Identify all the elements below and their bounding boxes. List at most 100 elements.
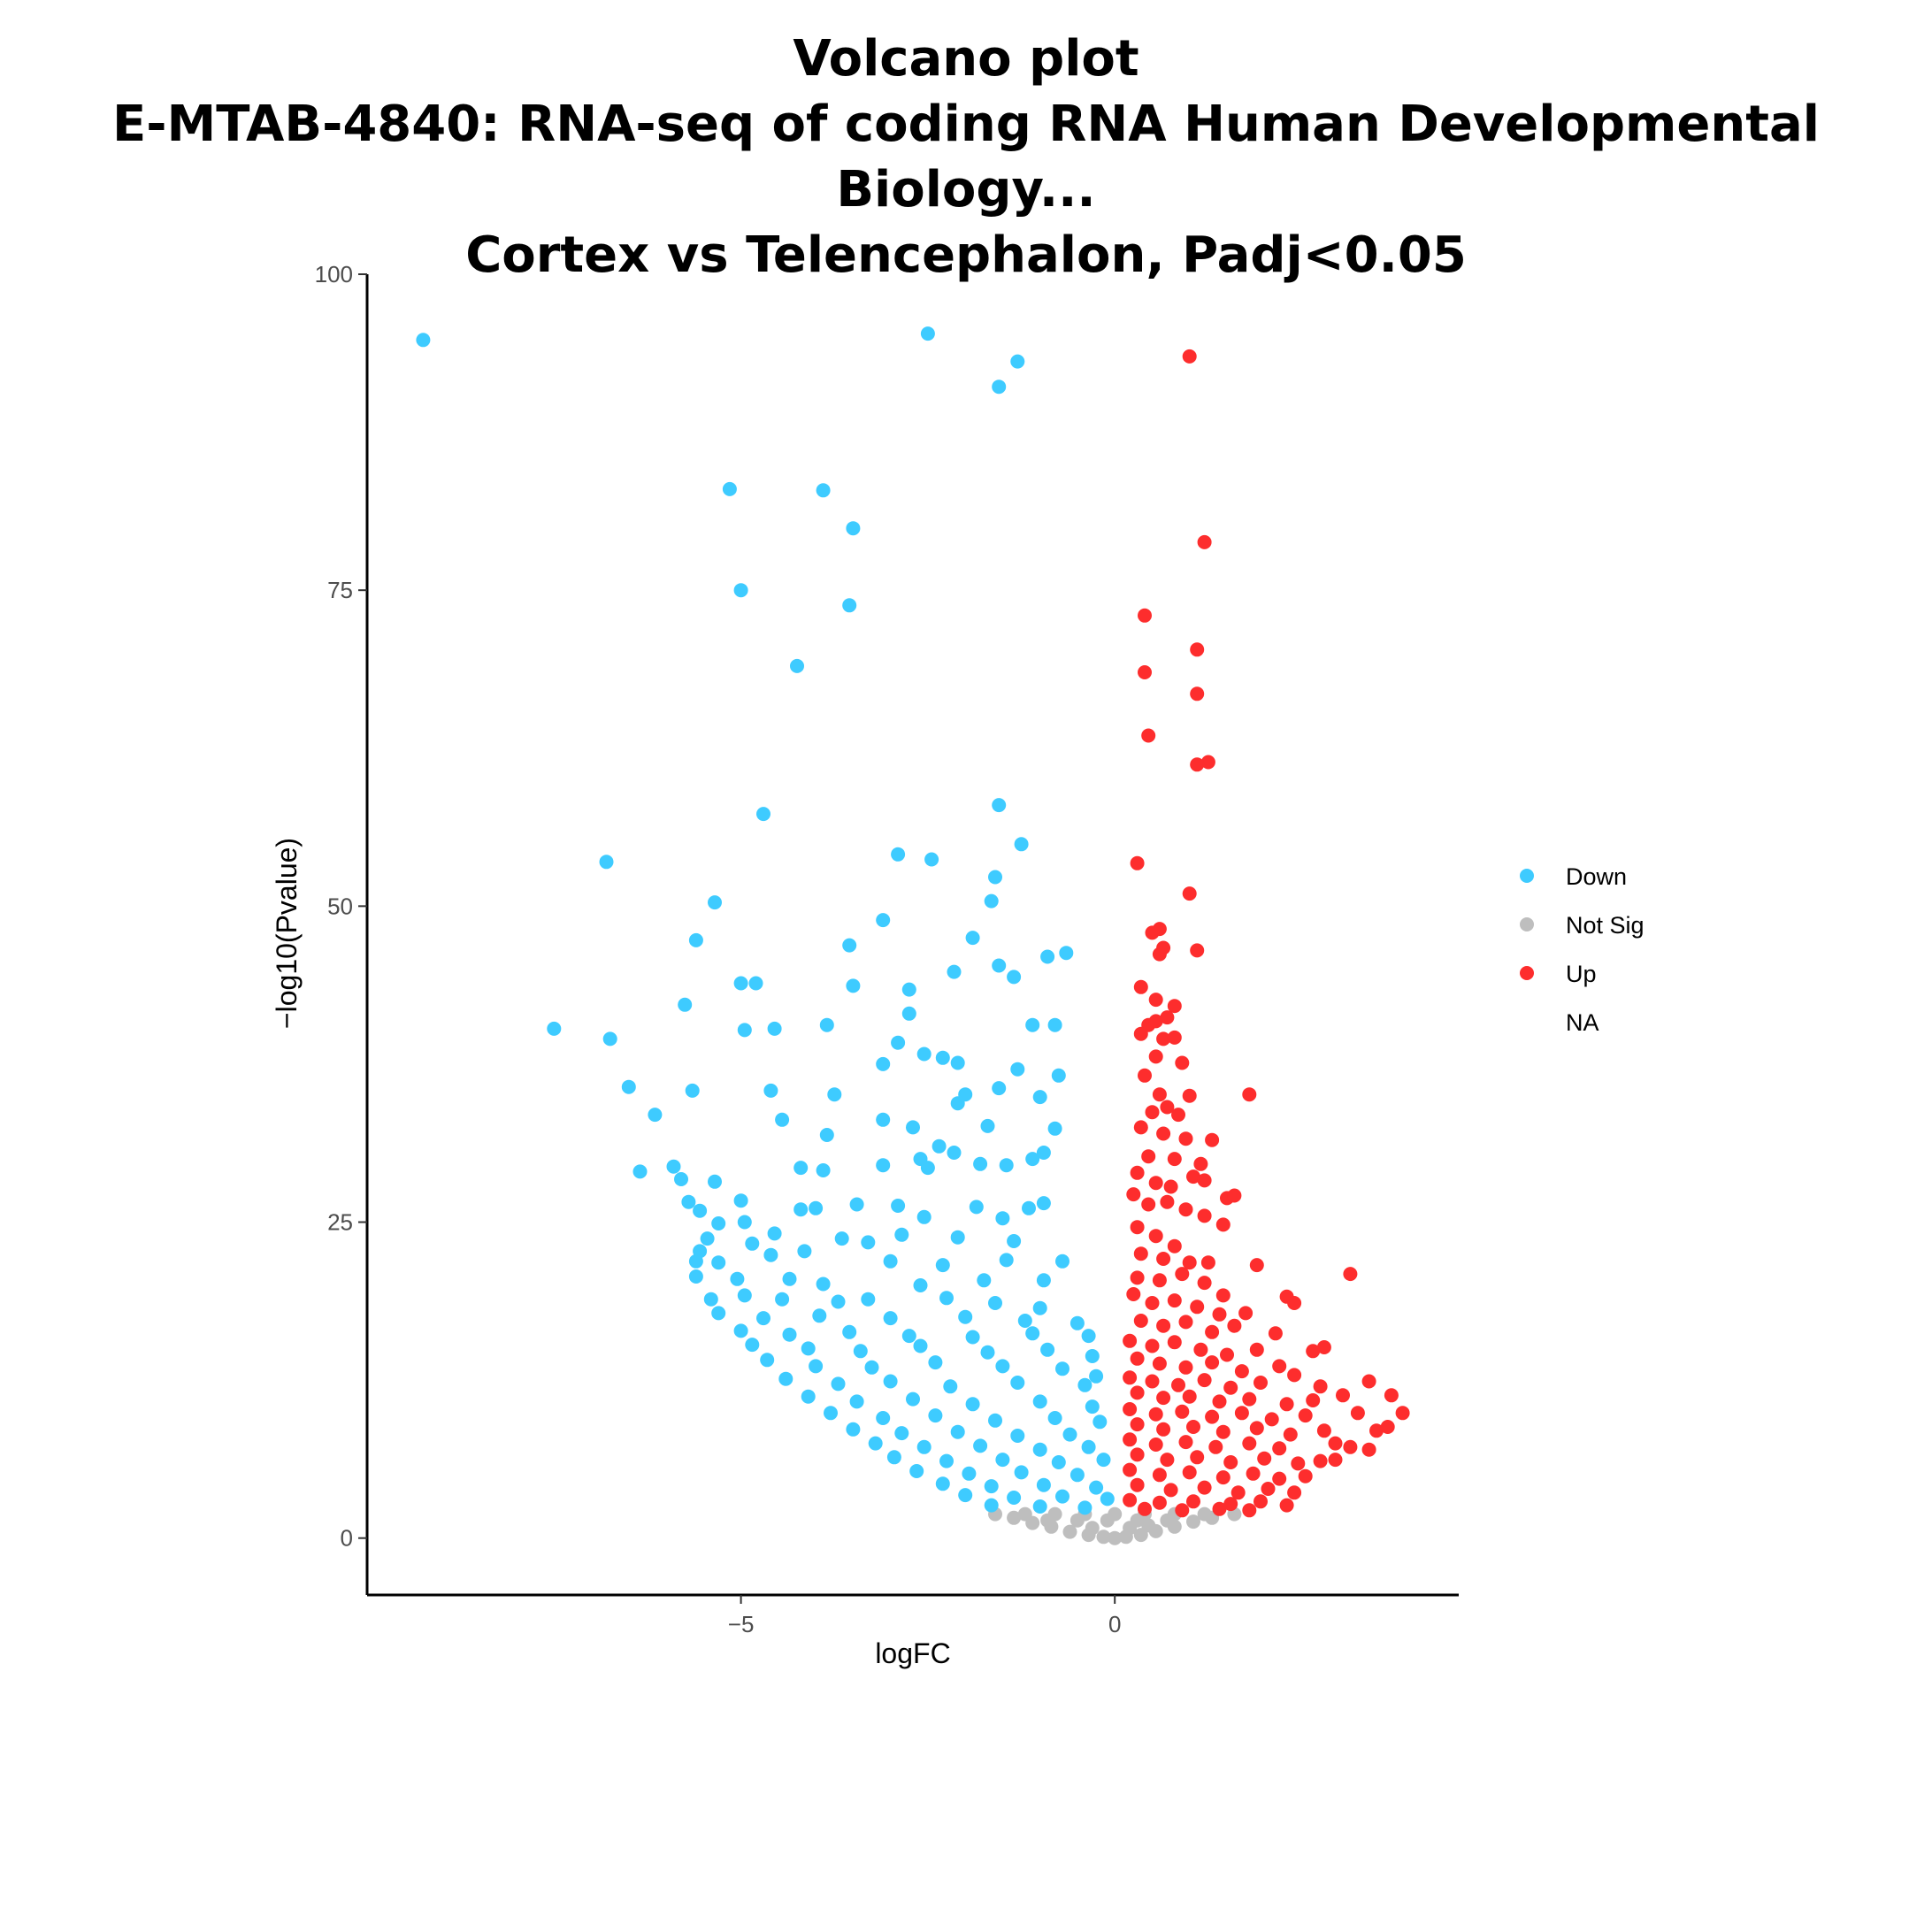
data-point [1250,1421,1264,1435]
data-point [756,1311,770,1325]
data-point [906,1392,920,1407]
data-point [1175,1267,1189,1281]
data-point [1040,1514,1054,1528]
data-point [1156,1422,1170,1437]
data-point [966,1330,980,1345]
data-point [1000,1253,1014,1267]
data-point [711,1216,725,1230]
data-point [667,1160,681,1174]
data-point [1160,1514,1174,1528]
data-point [820,1128,834,1142]
data-point [1131,1270,1145,1284]
data-point [921,1161,935,1175]
data-point [1000,1158,1014,1172]
data-point [749,977,763,991]
data-point [1272,1441,1286,1455]
data-point [1089,1369,1103,1384]
data-point [1085,1399,1100,1414]
data-point [768,1022,782,1036]
data-point [943,1379,957,1393]
data-point [633,1164,648,1178]
data-point [704,1292,718,1307]
data-point [936,1051,950,1065]
data-point [1242,1087,1256,1101]
data-point [1007,970,1021,984]
data-point [1131,1220,1145,1234]
data-point [711,1255,725,1269]
data-point [1186,1494,1200,1508]
legend-swatch [1520,917,1534,932]
data-point [1213,1502,1227,1516]
data-point [1022,1201,1036,1215]
data-point [936,1476,950,1491]
axis-ticks: −5 00255075100 [315,261,1122,1637]
data-point [876,1113,890,1127]
data-point [854,1344,868,1358]
data-point [1351,1406,1365,1420]
data-point [861,1235,875,1249]
data-point [1190,757,1204,771]
data-point [865,1361,879,1375]
data-point [1153,1273,1167,1287]
data-point [995,1211,1009,1225]
data-point [1007,1234,1021,1248]
data-point [745,1237,759,1251]
data-point [1156,1252,1170,1266]
data-point [1134,1027,1148,1041]
data-point [1246,1467,1261,1481]
data-point [745,1338,759,1352]
data-point [708,1175,722,1189]
data-point [1141,1198,1155,1212]
data-point [846,521,860,535]
data-point [1153,947,1167,962]
data-point [689,1254,703,1269]
data-point [1193,1343,1208,1357]
data-point [1220,1348,1234,1362]
data-point [958,1310,972,1324]
data-point [951,1096,965,1110]
data-point [1198,1481,1212,1495]
data-point [1134,1314,1148,1328]
data-point [1138,665,1152,679]
data-point [1254,1494,1268,1508]
data-point [914,1278,928,1292]
data-point [1190,943,1204,957]
data-point [850,1394,864,1408]
data-point [1250,1258,1264,1272]
data-point [1198,1507,1212,1522]
data-point [801,1390,816,1404]
data-point [1179,1131,1193,1146]
data-point [1123,1521,1137,1535]
data-point [1010,1429,1024,1443]
data-point [1238,1306,1253,1320]
data-point [1037,1478,1051,1492]
data-point [1213,1307,1227,1322]
data-point [1198,1208,1212,1223]
data-point [1306,1344,1320,1358]
data-point [1168,1152,1182,1166]
data-point [1183,1465,1197,1479]
data-point [1179,1435,1193,1449]
data-point [783,1272,797,1286]
data-point [1190,1300,1204,1314]
data-point [1156,1127,1170,1141]
x-tick-label: 0 [1108,1611,1121,1637]
series-up [1123,349,1410,1517]
data-point [1254,1376,1268,1390]
data-point [951,1230,965,1245]
data-point [1100,1514,1115,1528]
data-point [734,977,748,991]
x-tick-label: −5 [728,1611,755,1637]
data-point [1179,1202,1193,1216]
data-point [674,1172,688,1186]
series-down [416,326,1114,1514]
data-point [1055,1361,1070,1376]
data-point [1070,1514,1085,1528]
data-point [1146,925,1160,939]
data-point [1048,1411,1062,1425]
data-point [1153,1087,1167,1101]
x-axis-title: logFC [875,1637,950,1669]
data-point [1227,1189,1241,1203]
data-point [1138,1502,1152,1516]
data-point [1160,1453,1174,1467]
